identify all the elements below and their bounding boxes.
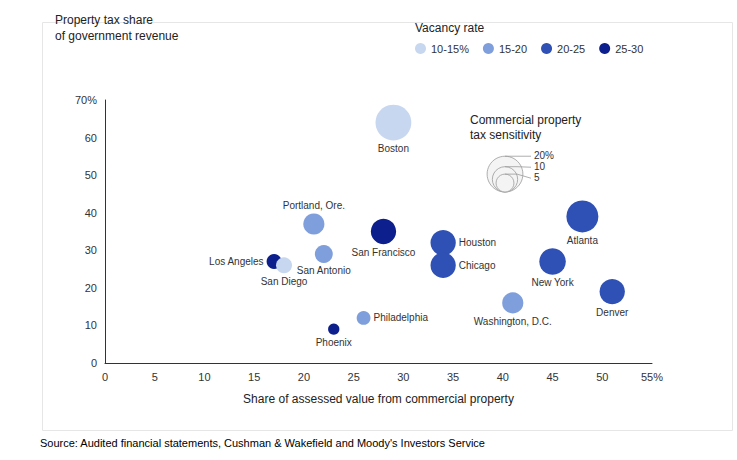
svg-text:New York: New York bbox=[531, 277, 574, 288]
svg-text:Houston: Houston bbox=[459, 237, 496, 248]
svg-text:Vacancy rate: Vacancy rate bbox=[415, 21, 484, 35]
svg-text:70%: 70% bbox=[75, 94, 97, 106]
svg-text:20: 20 bbox=[298, 371, 310, 383]
svg-text:15-20: 15-20 bbox=[499, 43, 527, 55]
svg-text:San Francisco: San Francisco bbox=[352, 247, 416, 258]
svg-text:45: 45 bbox=[546, 371, 558, 383]
svg-text:50: 50 bbox=[596, 371, 608, 383]
svg-text:Portland, Ore.: Portland, Ore. bbox=[283, 200, 345, 211]
svg-text:Source: Audited financial stat: Source: Audited financial statements, Cu… bbox=[40, 437, 485, 449]
svg-text:Phoenix: Phoenix bbox=[316, 337, 352, 348]
svg-text:Los Angeles: Los Angeles bbox=[209, 256, 264, 267]
svg-text:60: 60 bbox=[85, 132, 97, 144]
svg-text:10: 10 bbox=[85, 319, 97, 331]
svg-text:55%: 55% bbox=[641, 371, 663, 383]
svg-text:10-15%: 10-15% bbox=[431, 43, 469, 55]
svg-text:0: 0 bbox=[91, 357, 97, 369]
svg-text:Chicago: Chicago bbox=[459, 260, 496, 271]
svg-text:San Antonio: San Antonio bbox=[296, 265, 351, 277]
svg-text:Property tax share: Property tax share bbox=[55, 13, 153, 27]
svg-text:25-30: 25-30 bbox=[615, 43, 643, 55]
svg-text:5: 5 bbox=[534, 172, 540, 183]
svg-text:20%: 20% bbox=[534, 150, 554, 161]
svg-text:30: 30 bbox=[397, 371, 409, 383]
svg-text:20: 20 bbox=[85, 282, 97, 294]
svg-text:50: 50 bbox=[85, 169, 97, 181]
svg-text:Atlanta: Atlanta bbox=[567, 235, 599, 246]
svg-text:5: 5 bbox=[152, 371, 158, 383]
svg-text:tax sensitivity: tax sensitivity bbox=[470, 128, 541, 142]
svg-text:10: 10 bbox=[534, 161, 546, 172]
svg-text:of government revenue: of government revenue bbox=[55, 29, 179, 43]
svg-text:Share of assessed value from c: Share of assessed value from commercial … bbox=[243, 392, 514, 406]
svg-text:Denver: Denver bbox=[596, 307, 629, 318]
svg-text:40: 40 bbox=[85, 207, 97, 219]
svg-text:Boston: Boston bbox=[378, 143, 409, 154]
svg-text:20-25: 20-25 bbox=[557, 43, 585, 55]
svg-text:Commercial property: Commercial property bbox=[470, 113, 581, 127]
svg-text:San Diego: San Diego bbox=[261, 276, 308, 287]
svg-text:0: 0 bbox=[102, 371, 108, 383]
svg-text:10: 10 bbox=[198, 371, 210, 383]
svg-text:30: 30 bbox=[85, 244, 97, 256]
svg-text:Washington, D.C.: Washington, D.C. bbox=[474, 316, 552, 327]
svg-text:35: 35 bbox=[447, 371, 459, 383]
svg-text:15: 15 bbox=[248, 371, 260, 383]
svg-text:Philadelphia: Philadelphia bbox=[374, 312, 429, 323]
svg-text:40: 40 bbox=[497, 371, 509, 383]
svg-text:25: 25 bbox=[348, 371, 360, 383]
